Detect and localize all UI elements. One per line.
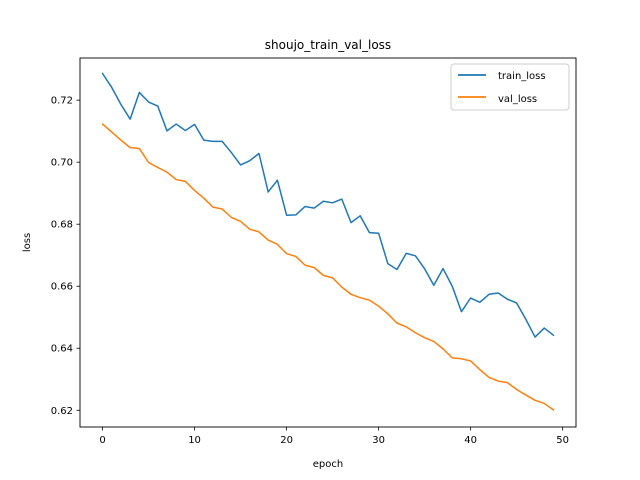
chart-title: shoujo_train_val_loss xyxy=(265,38,391,52)
x-tick-label: 30 xyxy=(372,435,385,446)
y-tick-label: 0.64 xyxy=(51,344,73,355)
y-axis: 0.62 0.64 0.66 0.68 0.70 0.72 xyxy=(51,96,80,417)
x-tick-label: 50 xyxy=(556,435,569,446)
x-tick-label: 0 xyxy=(99,435,105,446)
y-tick-label: 0.72 xyxy=(51,96,73,107)
y-tick-label: 0.62 xyxy=(51,406,73,417)
series-line-train-loss xyxy=(101,72,555,338)
legend-label-val-loss: val_loss xyxy=(498,94,537,105)
series-line-val-loss xyxy=(101,122,555,411)
x-axis: 0 10 20 30 40 50 xyxy=(99,427,569,446)
series-layer xyxy=(101,72,555,411)
x-axis-label: epoch xyxy=(313,459,343,470)
x-tick-label: 20 xyxy=(280,435,293,446)
y-tick-label: 0.68 xyxy=(51,220,73,231)
y-tick-label: 0.70 xyxy=(51,158,73,169)
y-tick-label: 0.66 xyxy=(51,282,73,293)
x-tick-label: 40 xyxy=(464,435,477,446)
legend-label-train-loss: train_loss xyxy=(498,71,546,82)
x-tick-label: 10 xyxy=(188,435,201,446)
legend: train_loss val_loss xyxy=(450,63,570,111)
y-axis-label: loss xyxy=(22,233,33,252)
plot-frame xyxy=(79,57,577,428)
